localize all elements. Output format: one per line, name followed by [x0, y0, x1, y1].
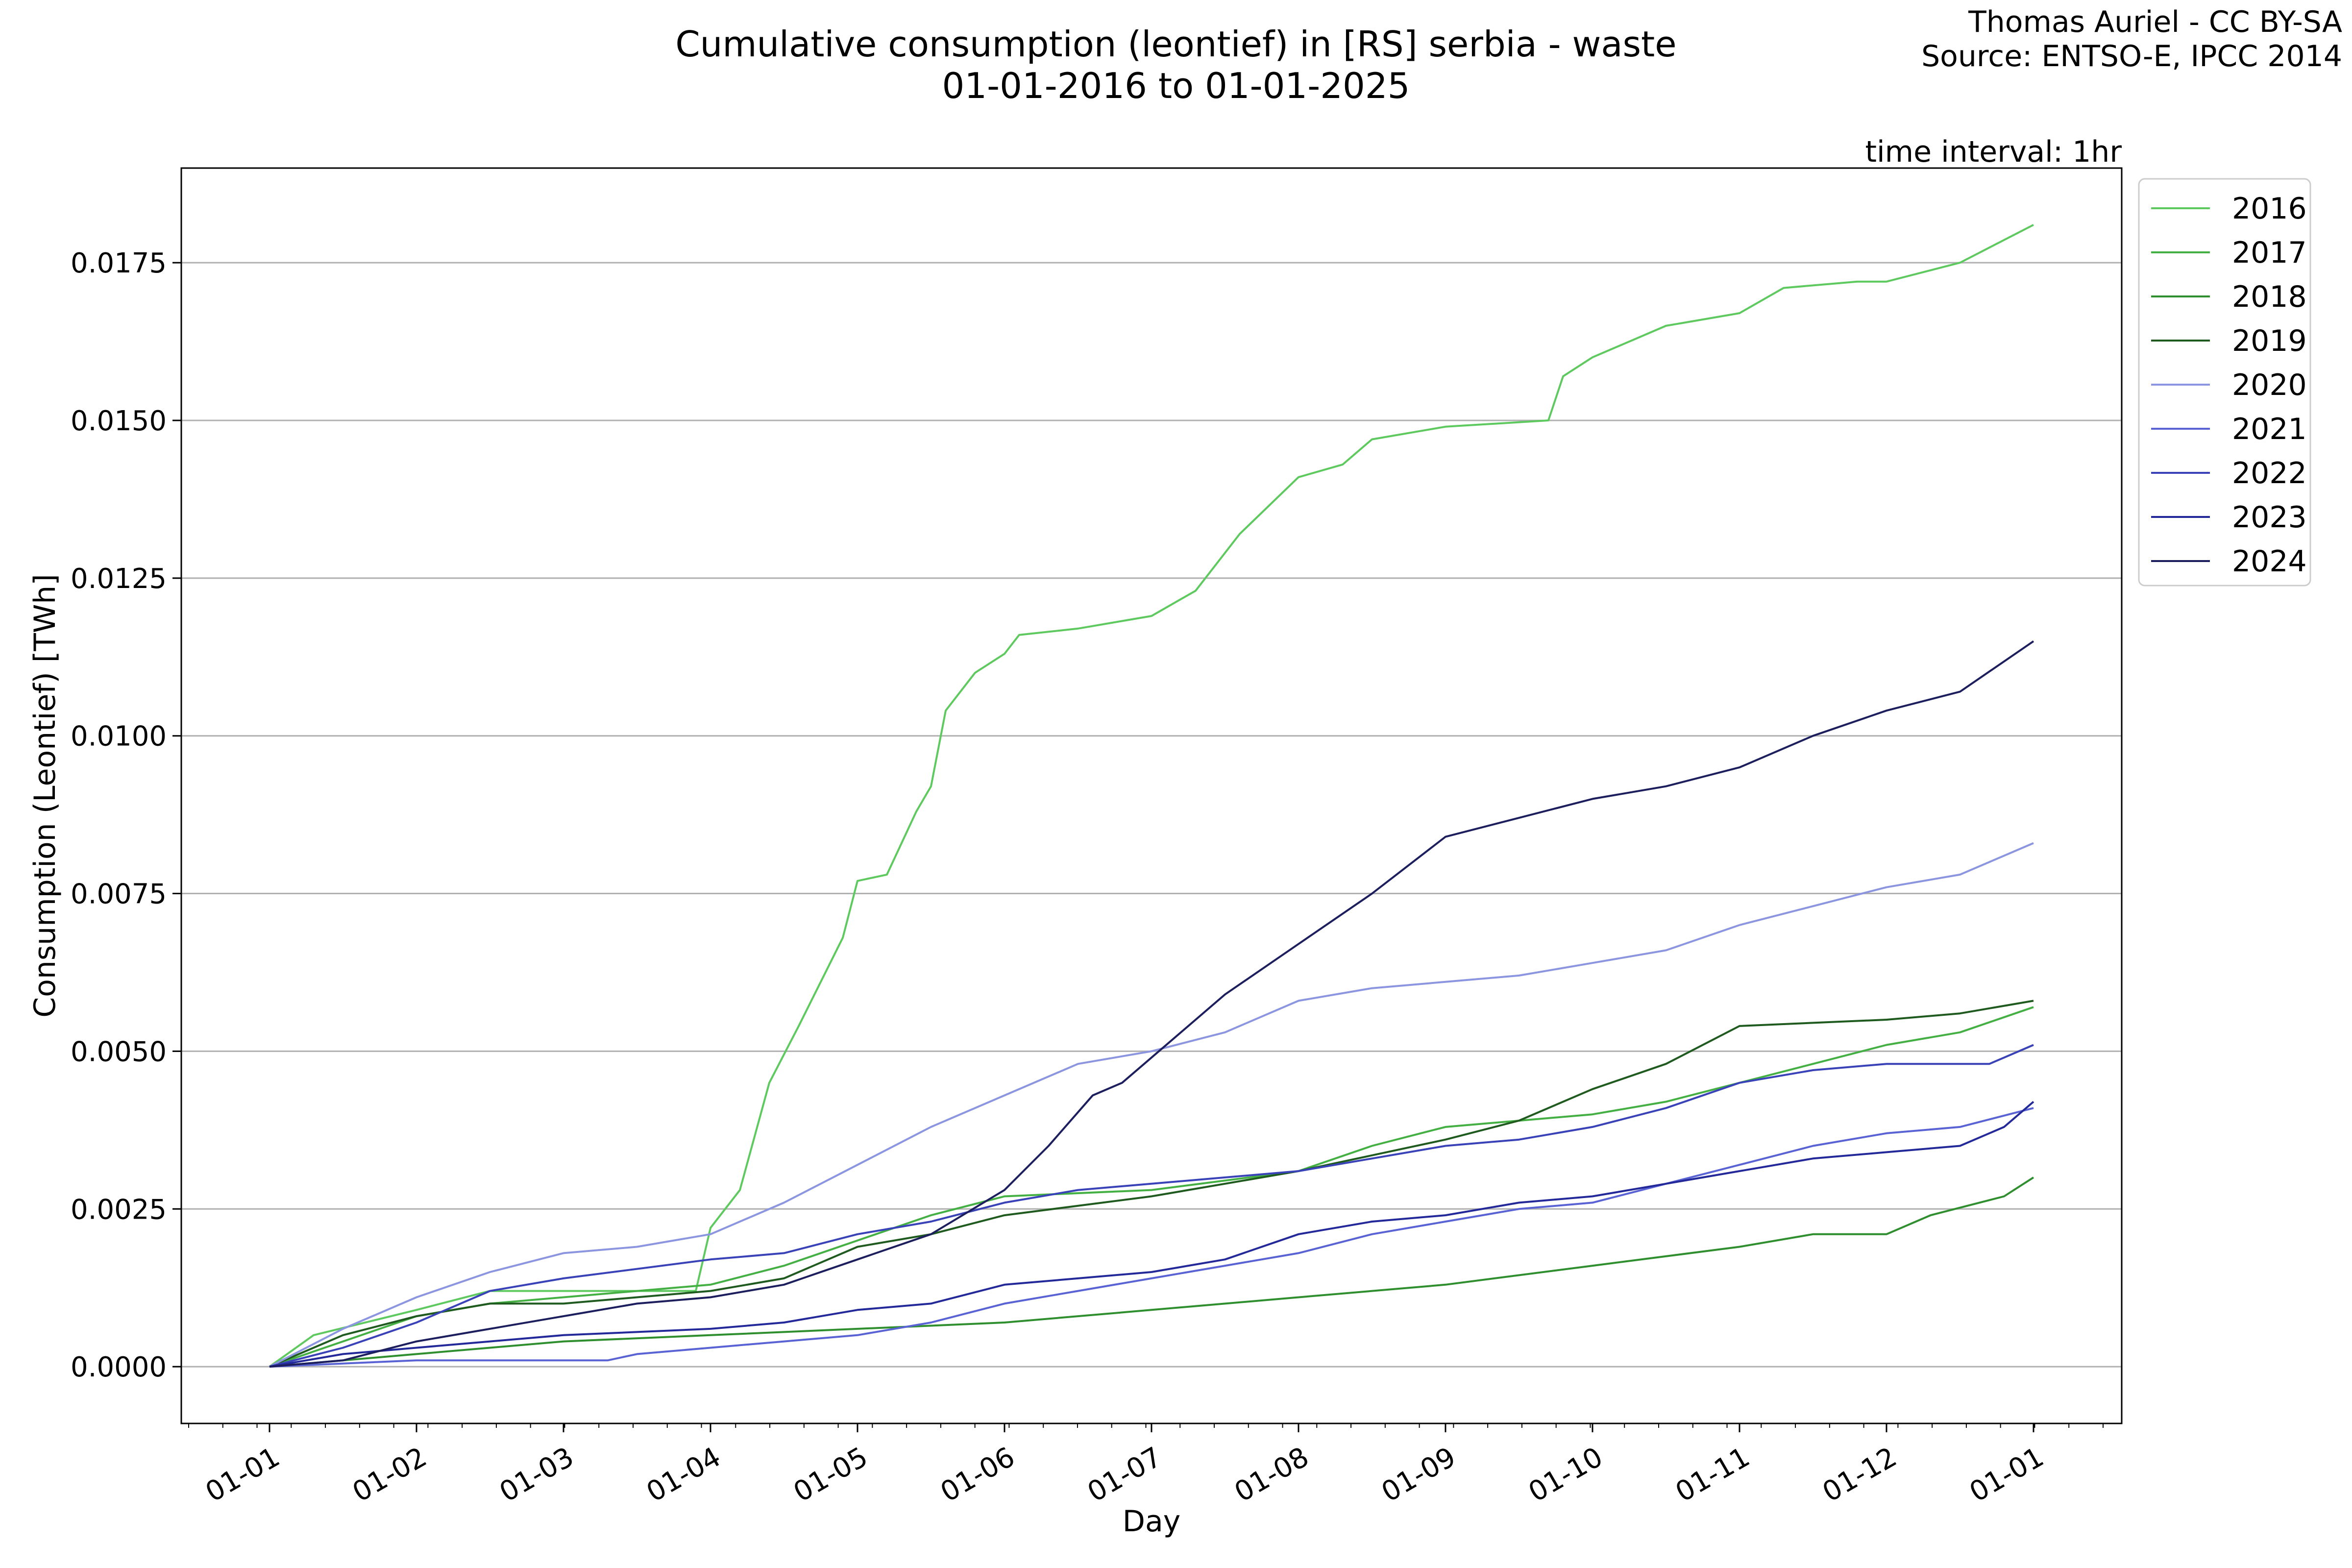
legend-label-2019: 2019 — [2232, 324, 2307, 358]
x-tick-label: 01-06 — [935, 1441, 1020, 1509]
legend-label-2016: 2016 — [2232, 192, 2307, 226]
y-tick-label: 0.0125 — [71, 563, 167, 595]
series-line-2018 — [269, 1176, 2034, 1368]
x-tick-label: 01-05 — [788, 1441, 873, 1509]
y-tick-label: 0.0000 — [71, 1351, 167, 1383]
series-line-2017 — [269, 1006, 2034, 1368]
x-tick-label: 01-08 — [1229, 1441, 1314, 1509]
y-tick-label: 0.0025 — [71, 1194, 167, 1225]
x-tick-label: 01-02 — [347, 1441, 432, 1509]
y-tick-label: 0.0100 — [71, 721, 167, 753]
series-line-2021 — [269, 1107, 2034, 1368]
legend-label-2018: 2018 — [2232, 280, 2307, 314]
x-tick-label: 01-01 — [200, 1441, 285, 1509]
series-line-2020 — [269, 842, 2034, 1368]
x-axis-label: Day — [1123, 1504, 1180, 1539]
y-axis-label: Consumption (Leontief) [TWh] — [28, 574, 62, 1017]
legend: 2016 2017 2018 2019 2020 2021 2022 2023 2024 — [2138, 178, 2311, 587]
legend-label-2024: 2024 — [2232, 544, 2307, 579]
time-interval-label: time interval: 1hr — [1865, 135, 2122, 169]
legend-label-2020: 2020 — [2232, 368, 2307, 402]
grid-lines — [181, 262, 2122, 1368]
series-line-2024 — [269, 640, 2034, 1368]
x-tick-label: 01-04 — [641, 1441, 726, 1509]
credit-author: Thomas Auriel - CC BY-SA — [1968, 5, 2342, 39]
series-line-2016 — [269, 224, 2034, 1368]
x-axis-ticks: 01-01 01-02 01-03 01-04 01-05 01-06 01-07 01-08… — [188, 1423, 2104, 1509]
x-tick-label: 01-07 — [1082, 1441, 1167, 1509]
y-tick-label: 0.0175 — [71, 247, 167, 279]
legend-label-2017: 2017 — [2232, 236, 2307, 270]
x-tick-label: 01-11 — [1670, 1441, 1755, 1509]
x-tick-label: 01-01 — [1964, 1441, 2049, 1509]
series-line-2019 — [269, 1000, 2034, 1368]
series-line-2022 — [269, 1044, 2034, 1368]
legend-label-2022: 2022 — [2232, 456, 2307, 490]
x-tick-label: 01-03 — [494, 1441, 579, 1509]
chart-title: Cumulative consumption (leontief) in [RS… — [675, 24, 1676, 65]
credit-source: Source: ENTSO-E, IPCC 2014 — [1921, 39, 2342, 74]
series-lines — [269, 224, 2034, 1368]
chart-subtitle: 01-01-2016 to 01-01-2025 — [942, 65, 1410, 106]
legend-box — [2138, 178, 2311, 587]
x-tick-label: 01-12 — [1817, 1441, 1902, 1509]
legend-label-2023: 2023 — [2232, 500, 2307, 535]
y-axis-ticks: 0.0000 0.0025 0.0050 0.0075 0.0100 0.0125 0.01… — [71, 247, 181, 1383]
legend-label-2021: 2021 — [2232, 412, 2307, 446]
y-tick-label: 0.0050 — [71, 1036, 167, 1068]
x-tick-label: 01-10 — [1523, 1441, 1608, 1509]
x-tick-label: 01-09 — [1376, 1441, 1461, 1509]
y-tick-label: 0.0075 — [71, 879, 167, 910]
y-tick-label: 0.0150 — [71, 405, 167, 437]
series-line-2023 — [269, 1101, 2034, 1368]
